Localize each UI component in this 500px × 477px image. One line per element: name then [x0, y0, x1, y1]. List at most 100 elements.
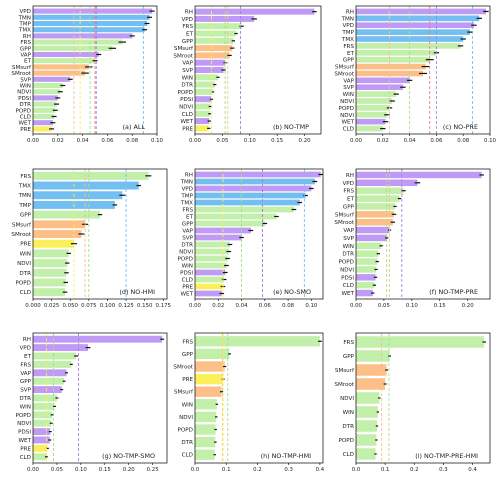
category-label: FRS [20, 174, 31, 180]
bar [33, 352, 77, 360]
bar [195, 411, 217, 423]
bar [356, 125, 383, 132]
bar [195, 23, 242, 30]
category-label: WET [181, 292, 194, 298]
x-tick-label: 0.075 [81, 303, 96, 309]
chart-panel: RH VPD ET FRS VAP GPP SVP DTR WIN POPD NDVI PDSI WET… [16, 332, 168, 473]
bar [195, 220, 265, 227]
category-label: GPP [20, 46, 32, 52]
bar [356, 218, 393, 226]
bar [33, 419, 52, 427]
chart-panel: RHTMNVPDTMPTMXFRSETGPPVAPSVPDTRNDVIPOPDW… [178, 168, 324, 309]
bar [356, 448, 376, 460]
category-label: SMsurf [174, 46, 194, 52]
bar [195, 96, 212, 103]
bar [33, 220, 86, 229]
bar [356, 77, 410, 84]
category-label: FRS [343, 189, 354, 195]
x-tick-label: 0.08 [126, 138, 139, 144]
x-tick-label: 0.15 [99, 467, 111, 473]
category-label: DTR [181, 243, 193, 249]
bar [33, 181, 139, 190]
x-tick-label: 0.1 [381, 467, 390, 473]
x-tick-label: 0.00 [350, 303, 363, 309]
category-label: SVP [20, 77, 31, 83]
bar [195, 171, 321, 178]
category-label: PDSI [18, 430, 31, 436]
x-tick-label: 0.10 [406, 303, 419, 309]
bar [356, 406, 378, 418]
x-tick-label: 0.150 [137, 303, 153, 309]
bar [33, 402, 55, 410]
category-label: SMroot [173, 53, 193, 59]
x-tick-label: 0.05 [378, 303, 390, 309]
bar [33, 27, 145, 33]
bar [195, 361, 225, 372]
bar [195, 81, 215, 88]
category-label: GPP [20, 379, 32, 385]
bar [33, 14, 150, 20]
bar [33, 107, 56, 113]
category-label: WET [19, 438, 32, 444]
category-label: CLD [20, 115, 31, 121]
bar [33, 8, 153, 14]
category-label: TMX [180, 201, 193, 207]
x-tick-label: 0.02 [212, 303, 224, 309]
bar [356, 266, 377, 273]
bar [356, 15, 480, 22]
category-label: POPD [339, 438, 354, 444]
x-tick-label: 0.02 [52, 138, 64, 144]
category-label: SMsurf [335, 368, 355, 374]
x-tick-label: 0.02 [377, 138, 389, 144]
category-label: NDVI [179, 104, 193, 110]
bar [356, 250, 379, 257]
bar [33, 33, 133, 39]
category-label: SMroot [173, 365, 193, 371]
plot-frame [194, 5, 322, 135]
bar [33, 51, 99, 58]
category-label: ET [347, 197, 355, 203]
category-label: GPP [20, 213, 32, 219]
category-label: VAP [343, 228, 354, 234]
category-label: VAP [182, 61, 193, 67]
category-label: POPD [178, 90, 193, 96]
bar [33, 335, 163, 343]
bar [356, 56, 430, 63]
bar [195, 348, 230, 360]
category-label: FRS [182, 208, 193, 214]
category-label: DTR [19, 102, 31, 108]
x-tick-label: 0.10 [75, 467, 88, 473]
bar [356, 195, 400, 202]
bar [195, 255, 228, 262]
bar [356, 289, 373, 297]
panel-title: (b) NO-TMP [273, 123, 309, 131]
category-label: WET [342, 120, 355, 126]
bar [195, 241, 230, 248]
category-label: SMroot [334, 220, 354, 226]
category-label: TMX [18, 28, 31, 34]
bar [195, 110, 210, 117]
category-label: GPP [182, 222, 194, 228]
x-tick-label: 0.1 [222, 467, 231, 473]
bar [356, 43, 461, 49]
bar [33, 95, 58, 101]
bar [33, 344, 89, 352]
category-label: WET [181, 119, 194, 125]
category-label: NDVI [179, 250, 193, 256]
x-tick-label: 0.2 [410, 467, 419, 473]
category-label: RH [185, 10, 193, 16]
panel-title: (c) NO-PRE [443, 123, 478, 131]
category-label: WIN [343, 92, 354, 98]
category-label: SMroot [11, 232, 31, 238]
category-label: RH [185, 173, 193, 179]
chart-panel: FRS GPP SMsurf SMroot NDVI WIN DTR POPD CLD 0.0 0.… [334, 332, 491, 473]
chart-panel: FRS TMX TMN TMP GPP SMsurf SMroot PRE WIN NDVI DTR… [11, 168, 171, 309]
category-label: TMN [341, 16, 354, 22]
category-label: CLD [20, 290, 31, 296]
bar [33, 369, 67, 377]
bar [33, 89, 61, 95]
category-label: SMsurf [12, 222, 32, 228]
category-label: WIN [20, 404, 31, 410]
category-label: VAP [20, 371, 31, 377]
